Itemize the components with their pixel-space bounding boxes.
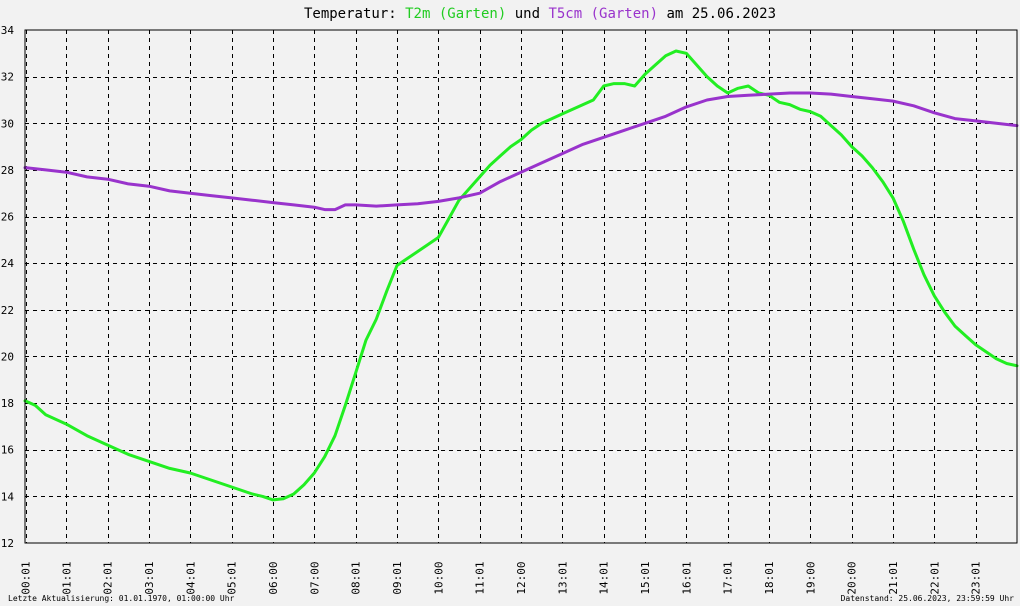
plot-frame <box>24 29 1018 544</box>
footer-data-status: Datenstand: 25.06.2023, 23:59:59 Uhr <box>841 594 1015 603</box>
y-tick-label: 20 <box>1 350 14 363</box>
y-tick-label: 26 <box>1 211 14 224</box>
y-axis-ticks: 12 14 16 18 20 22 24 26 28 30 32 34 <box>1 24 15 550</box>
x-tick-label: 04:01 <box>184 561 197 594</box>
x-tick-label: 17:01 <box>722 561 735 594</box>
x-tick-label: 05:01 <box>226 561 239 594</box>
x-tick-label: 08:01 <box>350 561 363 594</box>
x-tick-label: 09:01 <box>391 561 404 594</box>
x-tick-label: 03:01 <box>143 561 156 594</box>
series-layer <box>23 49 1019 502</box>
x-tick-label: 10:00 <box>432 561 445 594</box>
y-tick-label: 14 <box>1 490 15 503</box>
x-tick-label: 22:01 <box>928 561 941 594</box>
x-tick-label: 02:01 <box>102 561 115 594</box>
x-tick-label: 13:01 <box>556 561 569 594</box>
chart-title: Temperatur: T2m (Garten) und T5cm (Garte… <box>304 6 776 22</box>
y-tick-label: 16 <box>1 444 14 457</box>
x-tick-label: 00:01 <box>20 561 33 594</box>
grid <box>25 30 1017 543</box>
x-tick-label: 07:00 <box>308 561 321 594</box>
title-part-0: Temperatur: <box>304 6 405 22</box>
x-tick-label: 14:01 <box>598 561 611 594</box>
x-tick-label: 06:00 <box>267 561 280 594</box>
title-part-3: T5cm (Garten) <box>548 6 658 22</box>
title-part-4: am 25.06.2023 <box>658 6 776 22</box>
title-part-2: und <box>506 6 548 22</box>
x-tick-label: 19:00 <box>804 561 817 594</box>
series-line-t5cm <box>23 91 1019 212</box>
x-tick-label: 20:00 <box>846 561 859 594</box>
x-tick-label: 01:01 <box>60 561 73 594</box>
title-part-1: T2m (Garten) <box>405 6 506 22</box>
y-tick-label: 32 <box>1 71 14 84</box>
y-tick-label: 24 <box>1 257 15 270</box>
footer-last-update: Letzte Aktualisierung: 01.01.1970, 01:00… <box>8 594 235 603</box>
x-axis-ticks: 00:01 01:01 02:01 03:01 04:01 05:01 06:00 07:00… <box>20 561 983 594</box>
x-tick-label: 12:00 <box>515 561 528 594</box>
y-tick-label: 28 <box>1 164 14 177</box>
x-tick-label: 15:01 <box>639 561 652 594</box>
x-tick-label: 18:01 <box>763 561 776 594</box>
series-line-t2m <box>23 49 1019 502</box>
x-tick-label: 21:01 <box>887 561 900 594</box>
x-tick-label: 23:01 <box>970 561 983 594</box>
y-tick-label: 12 <box>1 537 14 550</box>
y-tick-label: 18 <box>1 397 14 410</box>
x-tick-label: 11:01 <box>474 561 487 594</box>
x-tick-label: 16:01 <box>680 561 693 594</box>
y-tick-label: 22 <box>1 304 14 317</box>
y-tick-label: 30 <box>1 117 14 130</box>
y-tick-label: 34 <box>1 24 15 37</box>
